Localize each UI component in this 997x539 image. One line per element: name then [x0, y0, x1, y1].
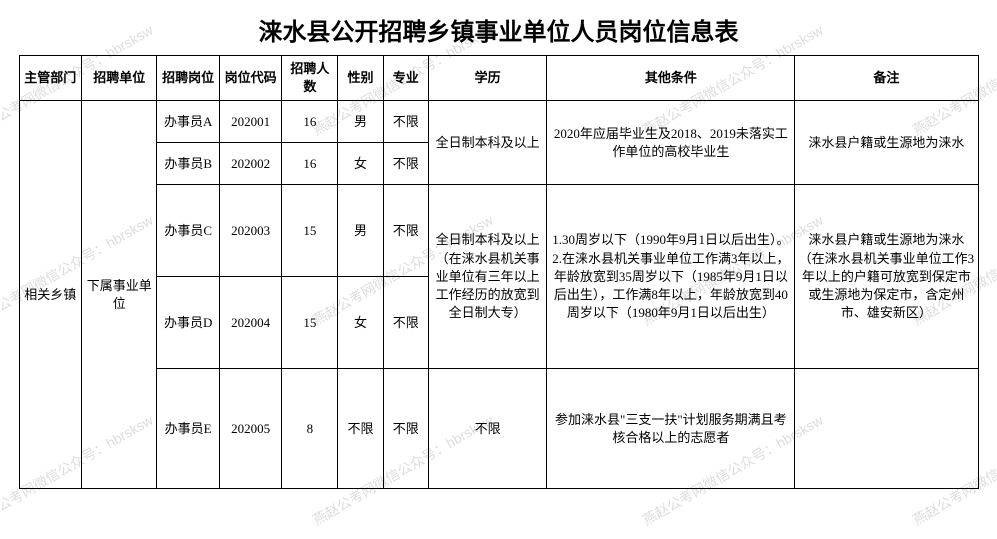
cell-count: 15: [282, 277, 338, 369]
cell-gender: 女: [338, 277, 383, 369]
cell-position: 办事员A: [157, 101, 219, 143]
header-other: 其他条件: [547, 56, 795, 101]
page-title: 涞水县公开招聘乡镇事业单位人员岗位信息表: [0, 0, 997, 55]
cell-position: 办事员E: [157, 369, 219, 489]
cell-major: 不限: [383, 185, 428, 277]
cell-count: 16: [282, 143, 338, 185]
cell-education-cd: 全日制本科及以上（在涞水县机关事业单位有三年以上工作经历的放宽到全日制大专）: [428, 185, 547, 369]
table-row: 相关乡镇 下属事业单位 办事员A 202001 16 男 不限 全日制本科及以上…: [19, 101, 978, 143]
cell-code: 202005: [219, 369, 281, 489]
cell-education-e: 不限: [428, 369, 547, 489]
cell-code: 202003: [219, 185, 281, 277]
cell-major: 不限: [383, 143, 428, 185]
cell-count: 15: [282, 185, 338, 277]
cell-gender: 不限: [338, 369, 383, 489]
cell-remark-ab: 涞水县户籍或生源地为涞水: [795, 101, 978, 185]
cell-gender: 男: [338, 101, 383, 143]
header-position: 招聘岗位: [157, 56, 219, 101]
header-unit: 招聘单位: [81, 56, 156, 101]
cell-code: 202001: [219, 101, 281, 143]
cell-count: 8: [282, 369, 338, 489]
cell-major: 不限: [383, 369, 428, 489]
header-gender: 性别: [338, 56, 383, 101]
header-row: 主管部门 招聘单位 招聘岗位 岗位代码 招聘人数 性别 专业 学历 其他条件 备…: [19, 56, 978, 101]
cell-other-ab: 2020年应届毕业生及2018、2019未落实工作单位的高校毕业生: [547, 101, 795, 185]
cell-major: 不限: [383, 277, 428, 369]
header-major: 专业: [383, 56, 428, 101]
cell-position: 办事员B: [157, 143, 219, 185]
header-code: 岗位代码: [219, 56, 281, 101]
cell-code: 202002: [219, 143, 281, 185]
cell-count: 16: [282, 101, 338, 143]
header-dept: 主管部门: [19, 56, 81, 101]
cell-position: 办事员C: [157, 185, 219, 277]
cell-unit: 下属事业单位: [81, 101, 156, 489]
cell-education-ab: 全日制本科及以上: [428, 101, 547, 185]
header-education: 学历: [428, 56, 547, 101]
cell-other-e: 参加涞水县"三支一扶"计划服务期满且考核合格以上的志愿者: [547, 369, 795, 489]
cell-code: 202004: [219, 277, 281, 369]
table-row: 办事员E 202005 8 不限 不限 不限 参加涞水县"三支一扶"计划服务期满…: [19, 369, 978, 489]
cell-other-cd: 1.30周岁以下（1990年9月1日以后出生）。2.在涞水县机关事业单位工作满3…: [547, 185, 795, 369]
table-row: 办事员C 202003 15 男 不限 全日制本科及以上（在涞水县机关事业单位有…: [19, 185, 978, 277]
cell-dept: 相关乡镇: [19, 101, 81, 489]
cell-position: 办事员D: [157, 277, 219, 369]
cell-major: 不限: [383, 101, 428, 143]
cell-remark-cd: 涞水县户籍或生源地为涞水（在涞水县机关事业单位工作3年以上的户籍可放宽到保定市或…: [795, 185, 978, 369]
position-info-table: 主管部门 招聘单位 招聘岗位 岗位代码 招聘人数 性别 专业 学历 其他条件 备…: [19, 55, 979, 489]
header-remark: 备注: [795, 56, 978, 101]
cell-gender: 女: [338, 143, 383, 185]
cell-remark-e: [795, 369, 978, 489]
header-count: 招聘人数: [282, 56, 338, 101]
cell-gender: 男: [338, 185, 383, 277]
